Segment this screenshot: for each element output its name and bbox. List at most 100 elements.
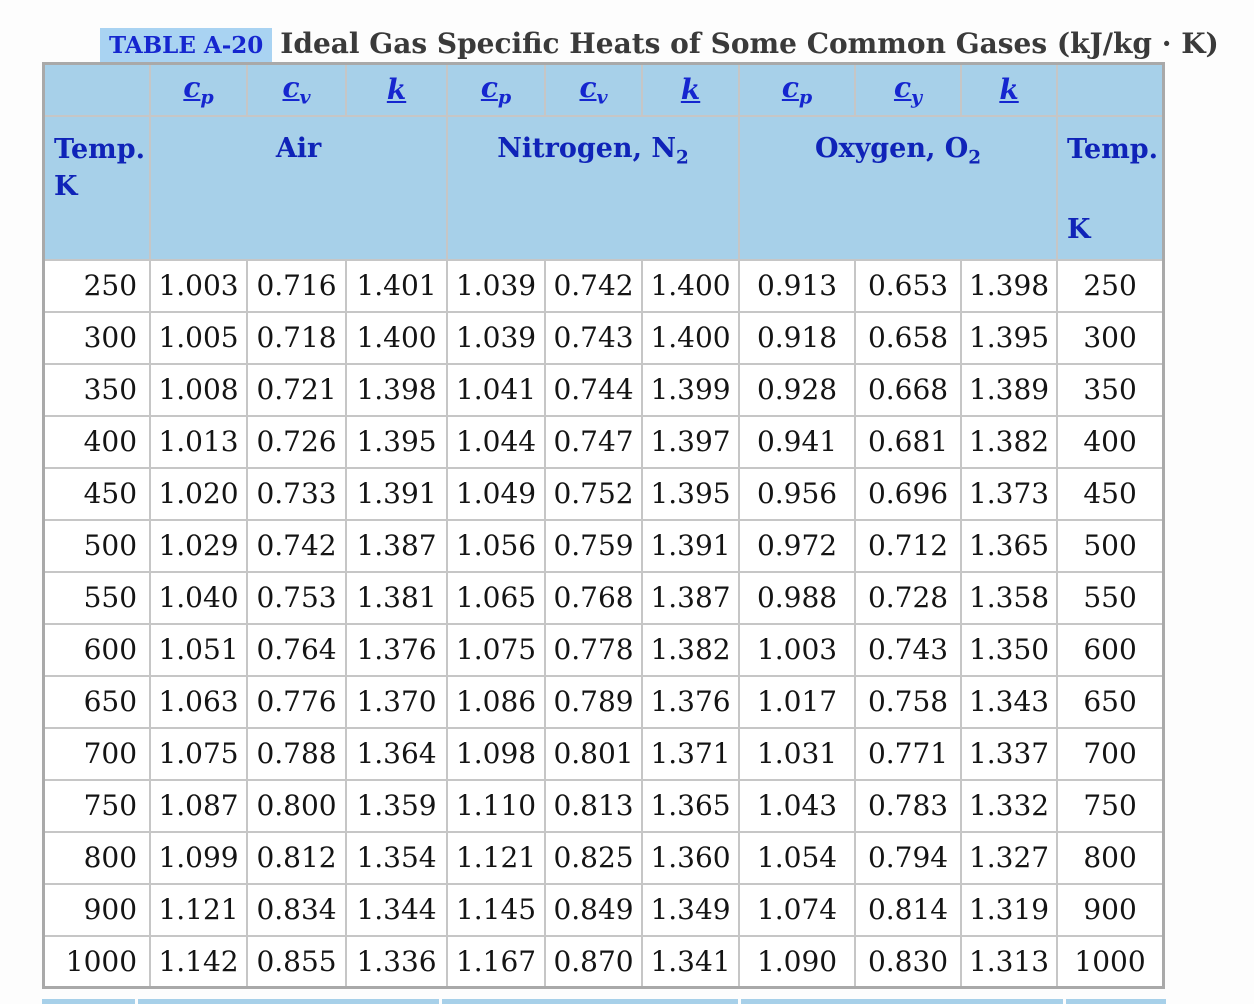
table-title: TABLE A-20 Ideal Gas Specific Heats of So… bbox=[100, 27, 1219, 62]
value-cell: 1.319 bbox=[960, 882, 1059, 937]
value-cell: 1.099 bbox=[149, 830, 249, 885]
value-cell: 1.167 bbox=[446, 934, 547, 989]
temp-cell-left: 800 bbox=[42, 830, 152, 885]
value-cell: 0.668 bbox=[854, 362, 963, 417]
temp-cell-left: 600 bbox=[42, 622, 152, 677]
group-header-row: Temp. K Air Nitrogen, N2 Oxygen, O2 Temp. K bbox=[42, 114, 1165, 261]
symbol-header-oxygen-k[interactable]: k bbox=[960, 62, 1059, 117]
group-header-air: Air bbox=[149, 114, 449, 261]
value-cell: 1.373 bbox=[960, 466, 1059, 521]
symbol-link[interactable]: cy bbox=[893, 70, 923, 109]
value-cell: 0.653 bbox=[854, 258, 963, 313]
symbol-link[interactable]: cp bbox=[781, 70, 813, 109]
value-cell: 0.718 bbox=[246, 310, 348, 365]
temp-cell-right: 250 bbox=[1056, 258, 1165, 313]
value-cell: 0.743 bbox=[544, 310, 644, 365]
value-cell: 0.825 bbox=[544, 830, 644, 885]
table-row: 450 1.020 0.733 1.391 1.049 0.752 1.395 0.956 0.… bbox=[42, 466, 1165, 521]
value-cell: 0.696 bbox=[854, 466, 963, 521]
value-cell: 0.813 bbox=[544, 778, 644, 833]
value-cell: 1.364 bbox=[345, 726, 449, 781]
value-cell: 1.398 bbox=[960, 258, 1059, 313]
value-cell: 0.742 bbox=[544, 258, 644, 313]
value-cell: 0.800 bbox=[246, 778, 348, 833]
value-cell: 1.020 bbox=[149, 466, 249, 521]
value-cell: 1.358 bbox=[960, 570, 1059, 625]
temp-column-header-right: Temp. K bbox=[1056, 114, 1165, 261]
value-cell: 1.087 bbox=[149, 778, 249, 833]
symbol-header-row: cp cv k cp cv k cp cy k bbox=[42, 62, 1165, 117]
symbol-header-nitrogen-cp[interactable]: cp bbox=[446, 62, 547, 117]
temp-cell-left: 400 bbox=[42, 414, 152, 469]
symbol-link[interactable]: k bbox=[386, 73, 407, 107]
value-cell: 0.716 bbox=[246, 258, 348, 313]
value-cell: 1.365 bbox=[960, 518, 1059, 573]
table-row: 700 1.075 0.788 1.364 1.098 0.801 1.371 1.031 0.… bbox=[42, 726, 1165, 781]
symbol-header-nitrogen-cv[interactable]: cv bbox=[544, 62, 644, 117]
symbol-link[interactable]: k bbox=[680, 73, 701, 107]
temp-cell-right: 450 bbox=[1056, 466, 1165, 521]
value-cell: 0.758 bbox=[854, 674, 963, 729]
table-row: 600 1.051 0.764 1.376 1.075 0.778 1.382 1.003 0.… bbox=[42, 622, 1165, 677]
symbol-header-oxygen-cy[interactable]: cy bbox=[854, 62, 963, 117]
value-cell: 0.747 bbox=[544, 414, 644, 469]
table-row: 350 1.008 0.721 1.398 1.041 0.744 1.399 0.928 0.… bbox=[42, 362, 1165, 417]
value-cell: 0.712 bbox=[854, 518, 963, 573]
value-cell: 0.988 bbox=[738, 570, 857, 625]
value-cell: 1.075 bbox=[446, 622, 547, 677]
value-cell: 1.391 bbox=[345, 466, 449, 521]
value-cell: 1.359 bbox=[345, 778, 449, 833]
value-cell: 0.721 bbox=[246, 362, 348, 417]
value-cell: 1.110 bbox=[446, 778, 547, 833]
value-cell: 0.812 bbox=[246, 830, 348, 885]
table-number-badge: TABLE A-20 bbox=[100, 28, 273, 62]
symbol-header-air-k[interactable]: k bbox=[345, 62, 449, 117]
value-cell: 0.849 bbox=[544, 882, 644, 937]
temp-cell-right: 500 bbox=[1056, 518, 1165, 573]
table-row: 650 1.063 0.776 1.370 1.086 0.789 1.376 1.017 0.… bbox=[42, 674, 1165, 729]
value-cell: 1.365 bbox=[641, 778, 741, 833]
value-cell: 1.400 bbox=[641, 310, 741, 365]
symbol-link[interactable]: cp bbox=[480, 70, 512, 109]
value-cell: 0.834 bbox=[246, 882, 348, 937]
value-cell: 1.040 bbox=[149, 570, 249, 625]
value-cell: 0.658 bbox=[854, 310, 963, 365]
temp-cell-right: 750 bbox=[1056, 778, 1165, 833]
symbol-header-oxygen-cp[interactable]: cp bbox=[738, 62, 857, 117]
table-row: 300 1.005 0.718 1.400 1.039 0.743 1.400 0.918 0.… bbox=[42, 310, 1165, 365]
value-cell: 1.056 bbox=[446, 518, 547, 573]
value-cell: 0.764 bbox=[246, 622, 348, 677]
value-cell: 0.726 bbox=[246, 414, 348, 469]
value-cell: 0.778 bbox=[544, 622, 644, 677]
value-cell: 0.928 bbox=[738, 362, 857, 417]
value-cell: 1.337 bbox=[960, 726, 1059, 781]
symbol-header-air-cp[interactable]: cp bbox=[149, 62, 249, 117]
value-cell: 0.771 bbox=[854, 726, 963, 781]
temp-cell-left: 750 bbox=[42, 778, 152, 833]
value-cell: 1.360 bbox=[641, 830, 741, 885]
value-cell: 1.086 bbox=[446, 674, 547, 729]
value-cell: 0.783 bbox=[854, 778, 963, 833]
symbol-link[interactable]: k bbox=[999, 73, 1019, 107]
symbol-link[interactable]: cv bbox=[282, 70, 311, 109]
value-cell: 1.043 bbox=[738, 778, 857, 833]
value-cell: 1.313 bbox=[960, 934, 1059, 989]
value-cell: 1.399 bbox=[641, 362, 741, 417]
value-cell: 1.051 bbox=[149, 622, 249, 677]
symbol-header-air-cv[interactable]: cv bbox=[246, 62, 348, 117]
symbol-header-nitrogen-k[interactable]: k bbox=[641, 62, 741, 117]
value-cell: 1.031 bbox=[738, 726, 857, 781]
value-cell: 0.759 bbox=[544, 518, 644, 573]
next-table-header-segment bbox=[138, 999, 439, 1004]
value-cell: 1.075 bbox=[149, 726, 249, 781]
value-cell: 1.350 bbox=[960, 622, 1059, 677]
temp-column-header-left: Temp. K bbox=[42, 114, 152, 261]
temp-cell-right: 900 bbox=[1056, 882, 1165, 937]
symbol-link[interactable]: cv bbox=[579, 70, 608, 109]
temp-header-unit: K bbox=[1067, 213, 1091, 245]
value-cell: 0.743 bbox=[854, 622, 963, 677]
value-cell: 1.145 bbox=[446, 882, 547, 937]
table-row: 550 1.040 0.753 1.381 1.065 0.768 1.387 0.988 0.… bbox=[42, 570, 1165, 625]
symbol-link[interactable]: cp bbox=[183, 70, 214, 109]
